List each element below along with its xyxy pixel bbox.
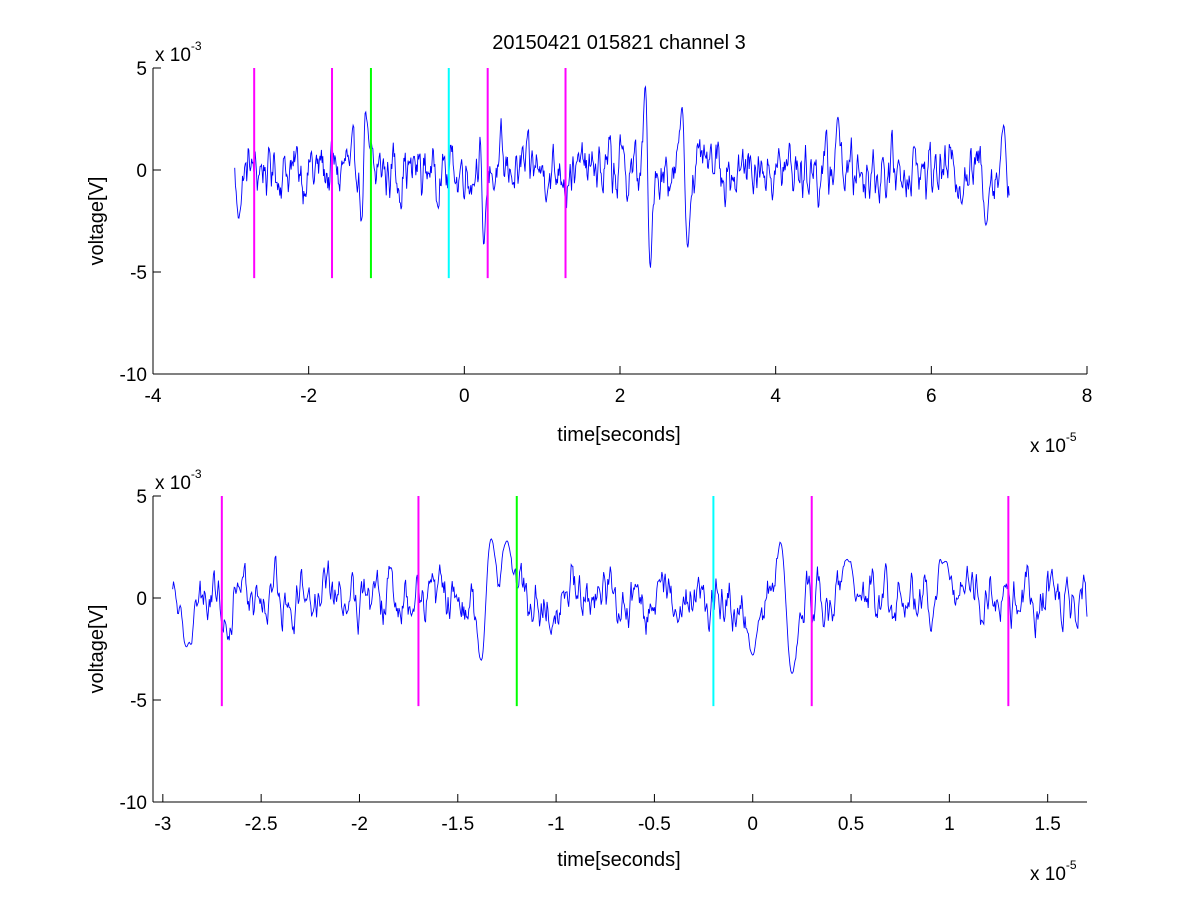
top-x-tick-label: 2 [615,386,626,407]
bottom-axes: -3 -2.5 -2 -1.5 -1 -0.5 0 0.5 1 1.5 5 0 -5 -10 [120,487,1087,835]
top-y-tick-label: -10 [120,365,147,386]
bottom-voltage-trace [172,538,1088,674]
bottom-y-tick-label: 0 [136,589,147,610]
bottom-x-tick-label: 1.5 [1034,814,1060,835]
bottom-y-tick-label: 5 [136,487,147,508]
bottom-x-multiplier: x 10-5 [1030,858,1077,885]
figure-title: 20150421 015821 channel 3 [492,32,746,54]
bottom-y-tick-label: -5 [130,691,147,712]
bottom-x-tick-label: -0.5 [638,814,671,835]
bottom-y-axis-label: voltage[V] [86,605,108,694]
top-x-tick-label: 0 [459,386,470,407]
bottom-x-tick-label: -1 [548,814,565,835]
bottom-y-multiplier: x 10-3 [155,467,202,494]
top-y-tick-label: 0 [136,161,147,182]
bottom-x-tick-label: -2.5 [245,814,278,835]
top-x-tick-label: 8 [1082,386,1093,407]
bottom-x-tick-label: -1.5 [441,814,474,835]
top-y-tick-label: -5 [130,263,147,284]
bottom-x-tick-label: -2 [351,814,368,835]
top-y-axis-label: voltage[V] [86,177,108,266]
top-plot: x 10-3 voltage[V] time[seconds] x 10-5 -… [86,39,1092,457]
bottom-y-tick-label: -10 [120,793,147,814]
bottom-x-axis-label: time[seconds] [557,849,680,871]
bottom-x-tick-label: 1 [944,814,955,835]
top-x-tick-label: -4 [145,386,162,407]
top-x-tick-label: 6 [926,386,937,407]
bottom-x-tick-label: 0.5 [838,814,864,835]
top-voltage-trace [234,85,1010,268]
bottom-x-tick-label: 0 [747,814,758,835]
top-axes: -4 -2 0 2 4 6 8 5 0 -5 -10 [120,59,1093,407]
top-x-tick-label: 4 [770,386,781,407]
bottom-plot: x 10-3 voltage[V] time[seconds] x 10-5 -… [86,467,1088,885]
bottom-x-tick-label: -3 [154,814,171,835]
top-x-multiplier: x 10-5 [1030,430,1077,457]
top-y-multiplier: x 10-3 [155,39,202,66]
top-x-axis-label: time[seconds] [557,424,680,446]
top-x-tick-label: -2 [300,386,317,407]
top-y-tick-label: 5 [136,59,147,80]
